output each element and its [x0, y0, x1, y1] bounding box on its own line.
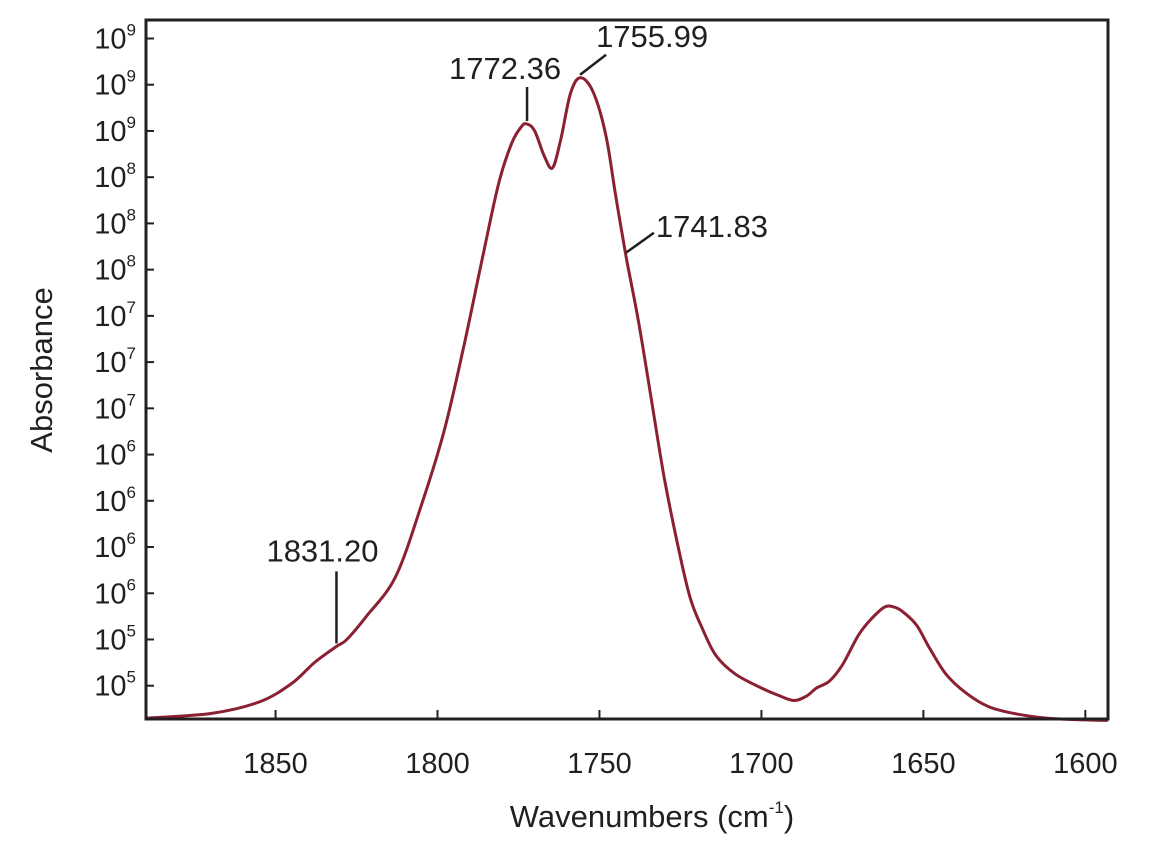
peak-leader-line: [579, 53, 607, 76]
y-tick-label: 108: [94, 205, 136, 240]
x-tick-label: 1850: [243, 748, 308, 780]
x-tick-label: 1600: [1053, 748, 1118, 780]
x-tick-label: 1650: [891, 748, 956, 780]
peak-label: 1831.20: [266, 533, 378, 568]
peak-label: 1741.83: [656, 209, 768, 244]
y-tick-label: 108: [94, 252, 136, 287]
y-tick-label: 106: [94, 437, 136, 472]
y-tick-label: 106: [94, 529, 136, 564]
y-tick-label: 107: [94, 344, 136, 379]
peak-annotations: 1831.20 1772.36 1755.99 1741.83: [266, 19, 768, 644]
x-tick-label: 1700: [729, 748, 794, 780]
x-tick-label: 1800: [405, 748, 470, 780]
x-axis-title: Wavenumbers (cm-1): [510, 798, 794, 834]
peak-leader-line: [625, 231, 655, 254]
peak-label: 1772.36: [449, 51, 561, 86]
x-tick-label: 1750: [567, 748, 632, 780]
y-axis-title: Absorbance: [24, 287, 59, 452]
y-tick-label: 108: [94, 159, 136, 194]
peak-label: 1755.99: [596, 19, 708, 54]
y-tick-label: 106: [94, 483, 136, 518]
y-tick-label: 109: [94, 20, 136, 55]
spectrum-series-line: [145, 76, 1109, 722]
y-tick-label: 105: [94, 668, 136, 703]
y-tick-label: 106: [94, 575, 136, 610]
x-axis-ticks: 1850 1800 1750 1700 1650 1600: [243, 710, 1118, 780]
plot-frame: [144, 18, 1110, 721]
y-tick-label: 109: [94, 113, 136, 148]
y-tick-label: 109: [94, 67, 136, 102]
y-axis-ticks: 109 109 109 108 108 108 107 107 107 106 106 106 106 1…: [94, 20, 154, 703]
y-tick-label: 107: [94, 390, 136, 425]
y-tick-label: 105: [94, 621, 136, 656]
y-tick-label: 107: [94, 298, 136, 333]
